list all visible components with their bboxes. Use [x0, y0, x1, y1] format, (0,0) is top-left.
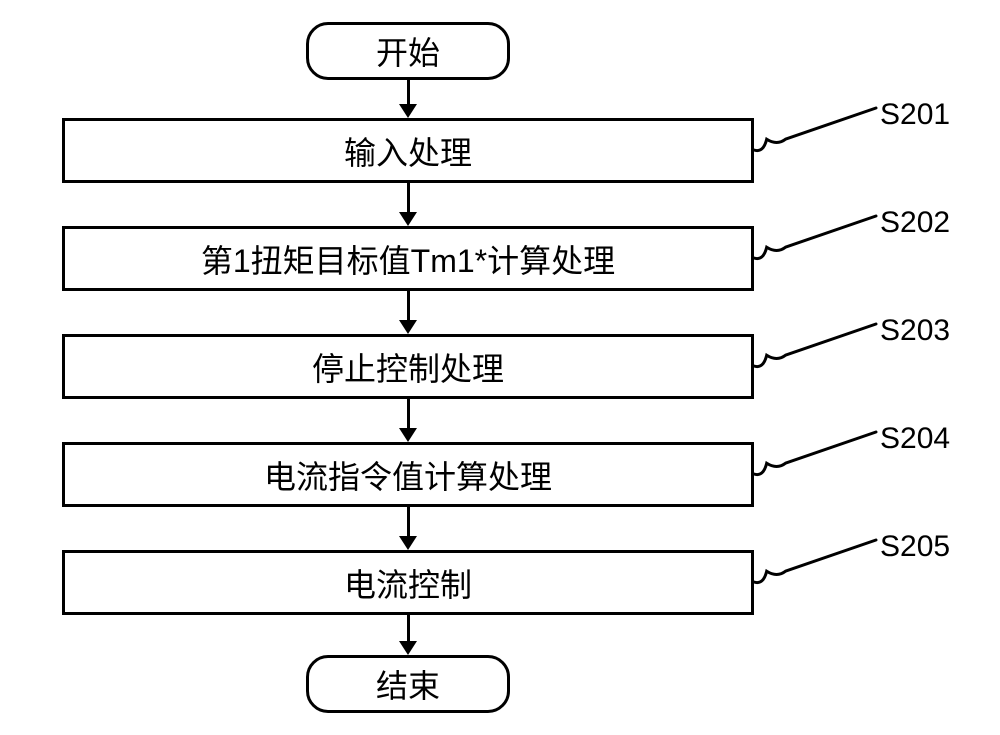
- arrow-line-5: [407, 615, 410, 641]
- end-node: 结束: [306, 655, 510, 713]
- arrow-head-1: [399, 212, 417, 226]
- end-label: 结束: [376, 661, 440, 707]
- process-s204: 电流指令值计算处理: [62, 442, 754, 507]
- arrow-line-2: [407, 291, 410, 320]
- process-s201-text: 输入处理: [344, 128, 472, 174]
- arrow-head-0: [399, 104, 417, 118]
- arrow-head-4: [399, 536, 417, 550]
- process-s201: 输入处理: [62, 118, 754, 183]
- label-s203: S203: [880, 314, 950, 348]
- label-s201: S201: [880, 98, 950, 132]
- start-node: 开始: [306, 22, 510, 80]
- arrow-line-1: [407, 183, 410, 212]
- process-s203: 停止控制处理: [62, 334, 754, 399]
- process-s203-text: 停止控制处理: [312, 344, 504, 390]
- arrow-head-5: [399, 641, 417, 655]
- squiggle-1: [754, 206, 876, 268]
- squiggle-4: [754, 530, 876, 592]
- label-s204: S204: [880, 422, 950, 456]
- process-s204-text: 电流指令值计算处理: [264, 452, 552, 498]
- start-label: 开始: [376, 28, 440, 74]
- arrow-line-0: [407, 80, 410, 104]
- process-s205: 电流控制: [62, 550, 754, 615]
- process-s205-text: 电流控制: [344, 560, 472, 606]
- arrow-line-3: [407, 399, 410, 428]
- label-s202: S202: [880, 206, 950, 240]
- arrow-line-4: [407, 507, 410, 536]
- process-s202-text: 第1扭矩目标值Tm1*计算处理: [201, 236, 615, 282]
- flowchart-canvas: 开始 结束 输入处理 第1扭矩目标值Tm1*计算处理 停止控制处理 电流指令值计…: [0, 0, 1000, 735]
- squiggle-2: [754, 314, 876, 376]
- squiggle-0: [754, 98, 876, 160]
- label-s205: S205: [880, 530, 950, 564]
- arrow-head-3: [399, 428, 417, 442]
- squiggle-3: [754, 422, 876, 484]
- process-s202: 第1扭矩目标值Tm1*计算处理: [62, 226, 754, 291]
- arrow-head-2: [399, 320, 417, 334]
